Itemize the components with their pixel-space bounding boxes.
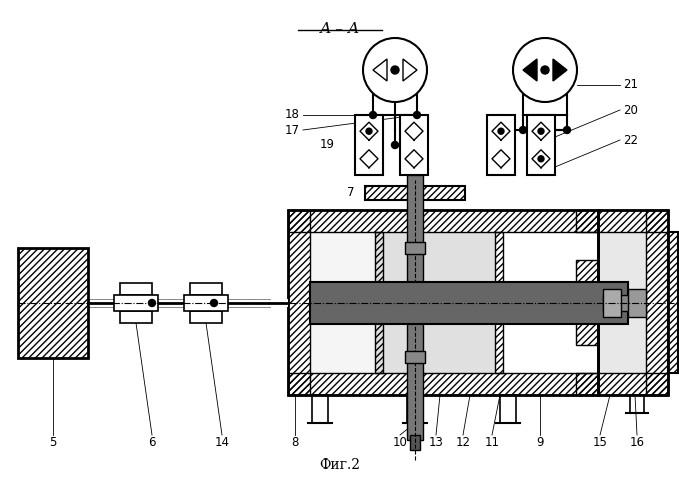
Bar [630, 395, 644, 413]
Bar [18, 248, 88, 358]
Bar [120, 283, 152, 295]
Bar [598, 210, 668, 232]
Text: 14: 14 [215, 436, 230, 448]
Bar [288, 210, 598, 395]
Bar [365, 186, 465, 200]
Text: 10: 10 [392, 436, 407, 448]
Circle shape [519, 126, 526, 134]
Bar [576, 260, 598, 345]
Text: 6: 6 [148, 436, 155, 448]
Circle shape [363, 38, 427, 102]
Text: 11: 11 [485, 436, 500, 448]
Circle shape [564, 126, 570, 134]
Bar [184, 295, 228, 311]
Bar [312, 395, 328, 423]
Text: 21: 21 [623, 78, 638, 92]
Bar [576, 210, 598, 232]
Bar [598, 373, 668, 395]
Bar [288, 210, 310, 395]
Bar [288, 210, 598, 232]
Bar [88, 299, 288, 307]
Text: 13: 13 [428, 436, 443, 448]
Circle shape [391, 66, 399, 74]
Bar [400, 115, 428, 175]
Circle shape [541, 66, 549, 74]
Bar [120, 311, 152, 323]
Text: 15: 15 [593, 436, 608, 448]
Polygon shape [373, 59, 387, 81]
Text: А – А: А – А [320, 22, 360, 36]
Text: 12: 12 [456, 436, 471, 448]
Text: 19: 19 [320, 138, 335, 151]
Bar [114, 295, 158, 311]
Bar [355, 115, 383, 175]
Circle shape [498, 128, 504, 134]
Bar [576, 373, 598, 395]
Bar [405, 351, 425, 363]
Bar [500, 395, 516, 423]
Text: 18: 18 [285, 108, 300, 122]
Bar [288, 373, 598, 395]
Text: 8: 8 [291, 436, 299, 448]
Circle shape [149, 300, 155, 306]
Bar [410, 435, 420, 450]
Text: Фиг.2: Фиг.2 [320, 458, 361, 472]
Bar [310, 232, 375, 373]
Bar [407, 395, 423, 423]
Bar [375, 232, 383, 373]
Circle shape [366, 128, 372, 134]
Bar [628, 289, 646, 317]
Polygon shape [523, 59, 537, 81]
Text: 9: 9 [536, 436, 544, 448]
Bar [598, 232, 646, 373]
Circle shape [513, 38, 577, 102]
Circle shape [538, 156, 544, 162]
Circle shape [538, 128, 544, 134]
Bar [495, 232, 503, 373]
Bar [646, 210, 668, 395]
Text: 17: 17 [285, 124, 300, 136]
Bar [405, 242, 425, 254]
Polygon shape [553, 59, 567, 81]
Polygon shape [403, 59, 417, 81]
Text: 22: 22 [623, 134, 638, 146]
Text: 16: 16 [629, 436, 644, 448]
Bar [190, 311, 222, 323]
Circle shape [210, 300, 217, 306]
Text: 7: 7 [348, 186, 355, 198]
Bar [375, 232, 495, 373]
Bar [527, 115, 555, 175]
Circle shape [414, 112, 420, 118]
Circle shape [392, 142, 399, 148]
Bar [598, 210, 668, 395]
Bar [603, 295, 638, 311]
Circle shape [369, 112, 376, 118]
Bar [190, 283, 222, 295]
Text: 5: 5 [50, 436, 56, 448]
Bar [603, 289, 621, 317]
Bar [668, 232, 678, 373]
Bar [310, 282, 628, 324]
Bar [407, 175, 423, 440]
Text: 20: 20 [623, 104, 638, 117]
Bar [487, 115, 515, 175]
